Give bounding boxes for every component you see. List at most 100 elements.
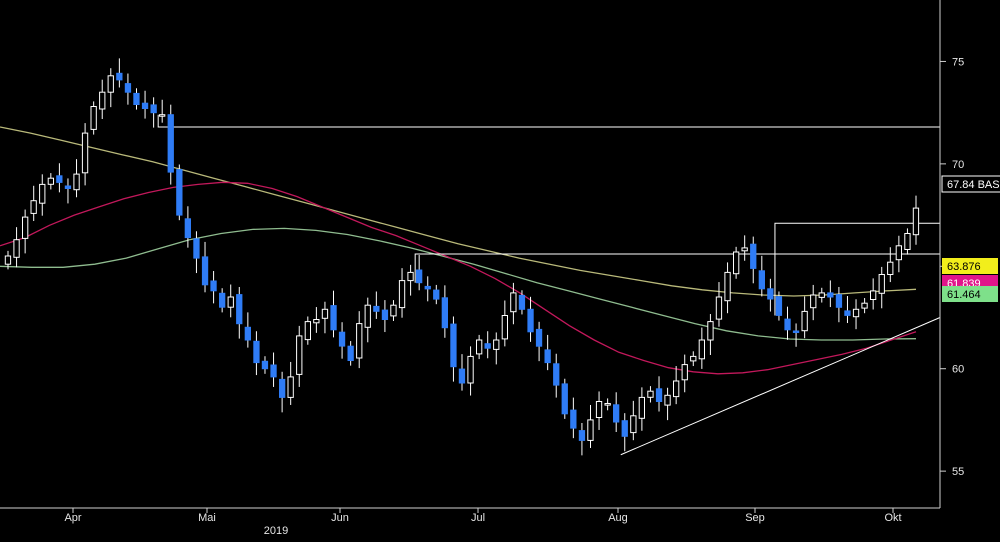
candle-body: [904, 233, 911, 250]
candle-body: [767, 288, 774, 300]
candle-body: [870, 290, 877, 300]
candle-body: [304, 321, 312, 341]
candle-body: [604, 403, 611, 406]
candle-body: [13, 239, 20, 258]
candle-body: [655, 388, 663, 402]
x-tick-label: Mai: [198, 512, 216, 524]
candle-body: [236, 294, 243, 325]
axes: [0, 0, 941, 509]
candle-body: [124, 83, 132, 93]
candle-body: [827, 292, 834, 298]
candle-body: [133, 92, 140, 106]
candle-body: [801, 310, 808, 332]
candle-body: [750, 243, 757, 269]
candles: [4, 58, 920, 456]
candle-body: [219, 292, 226, 308]
price-tag-label: 61.464: [947, 289, 981, 301]
candle-body: [193, 238, 200, 259]
candle-body: [321, 308, 329, 319]
candle-body: [733, 251, 740, 275]
candle-body: [287, 376, 294, 398]
x-tick-label: Sep: [745, 512, 765, 524]
candle-body: [535, 328, 543, 347]
candle-body: [176, 169, 183, 216]
candle-body: [501, 315, 509, 340]
candle-body: [570, 409, 577, 429]
candle-body: [784, 318, 791, 331]
moving-averages: [0, 126, 917, 375]
candle-body: [493, 339, 500, 350]
y-tick-label: 60: [952, 364, 964, 376]
candle-body: [647, 390, 654, 398]
candle-body: [673, 380, 680, 398]
candle-body: [244, 326, 251, 341]
candle-body: [638, 396, 646, 419]
candle-body: [441, 297, 449, 329]
candle-body: [484, 343, 491, 349]
candle-body: [613, 404, 620, 423]
candle-body: [518, 294, 526, 310]
x-tick-label: Jul: [471, 512, 485, 524]
x-axis-ticks: Apr Mai Jun Jul Aug Sep Okt: [64, 508, 902, 524]
year-label: 2019: [264, 525, 288, 537]
support-trendline: [620, 317, 941, 456]
candle-body: [844, 310, 851, 316]
ma-short-line: [0, 181, 917, 375]
price-tag-box: [942, 258, 998, 274]
candle-body: [381, 309, 389, 321]
resistance-line: [414, 253, 940, 283]
candle-body: [741, 247, 748, 252]
candle-body: [510, 292, 517, 313]
candle-body: [279, 378, 286, 398]
candle-body: [818, 292, 825, 298]
candle-body: [253, 340, 260, 364]
candle-body: [184, 218, 191, 239]
price-tag-label: 63.876: [947, 261, 981, 273]
candle-body: [621, 420, 628, 437]
candle-body: [895, 245, 903, 261]
y-tick-label: 55: [952, 466, 964, 478]
candle-body: [527, 308, 534, 333]
candle-body: [30, 200, 37, 214]
candle-body: [210, 280, 217, 292]
x-tick-label: Jun: [331, 512, 349, 524]
candle-body: [73, 173, 80, 191]
candle-body: [141, 102, 149, 109]
candle-body: [878, 274, 885, 294]
resistance-line: [157, 114, 940, 128]
candle-body: [47, 177, 55, 185]
resistance-line: [774, 222, 940, 316]
candle-body: [724, 271, 731, 302]
candle-body: [347, 345, 354, 362]
ma-long-line: [0, 227, 917, 341]
candle-body: [159, 114, 166, 117]
candle-body: [707, 321, 714, 341]
candle-body: [407, 271, 414, 282]
price-tag-box: [942, 286, 998, 302]
candle-body: [912, 207, 920, 236]
ma-mid-line: [0, 126, 917, 297]
candle-body: [424, 285, 431, 290]
candle-body: [561, 383, 568, 415]
candle-body: [553, 363, 560, 386]
candle-body: [458, 368, 466, 384]
resistance-lines: [157, 114, 940, 316]
candle-body: [39, 183, 46, 204]
candle-body: [476, 339, 483, 355]
candle-body: [690, 355, 697, 362]
candle-body: [261, 360, 269, 370]
candle-body: [433, 289, 440, 300]
y-tick-label: 70: [952, 159, 964, 171]
candle-body: [107, 75, 114, 93]
candle-body: [330, 305, 337, 331]
candle-body: [630, 415, 637, 434]
candle-body: [595, 401, 603, 418]
candle-body: [810, 294, 817, 309]
candle-body: [758, 270, 766, 290]
candle-body: [81, 132, 89, 174]
candle-body: [578, 430, 586, 441]
candle-body: [698, 339, 706, 360]
candle-body: [390, 304, 397, 317]
